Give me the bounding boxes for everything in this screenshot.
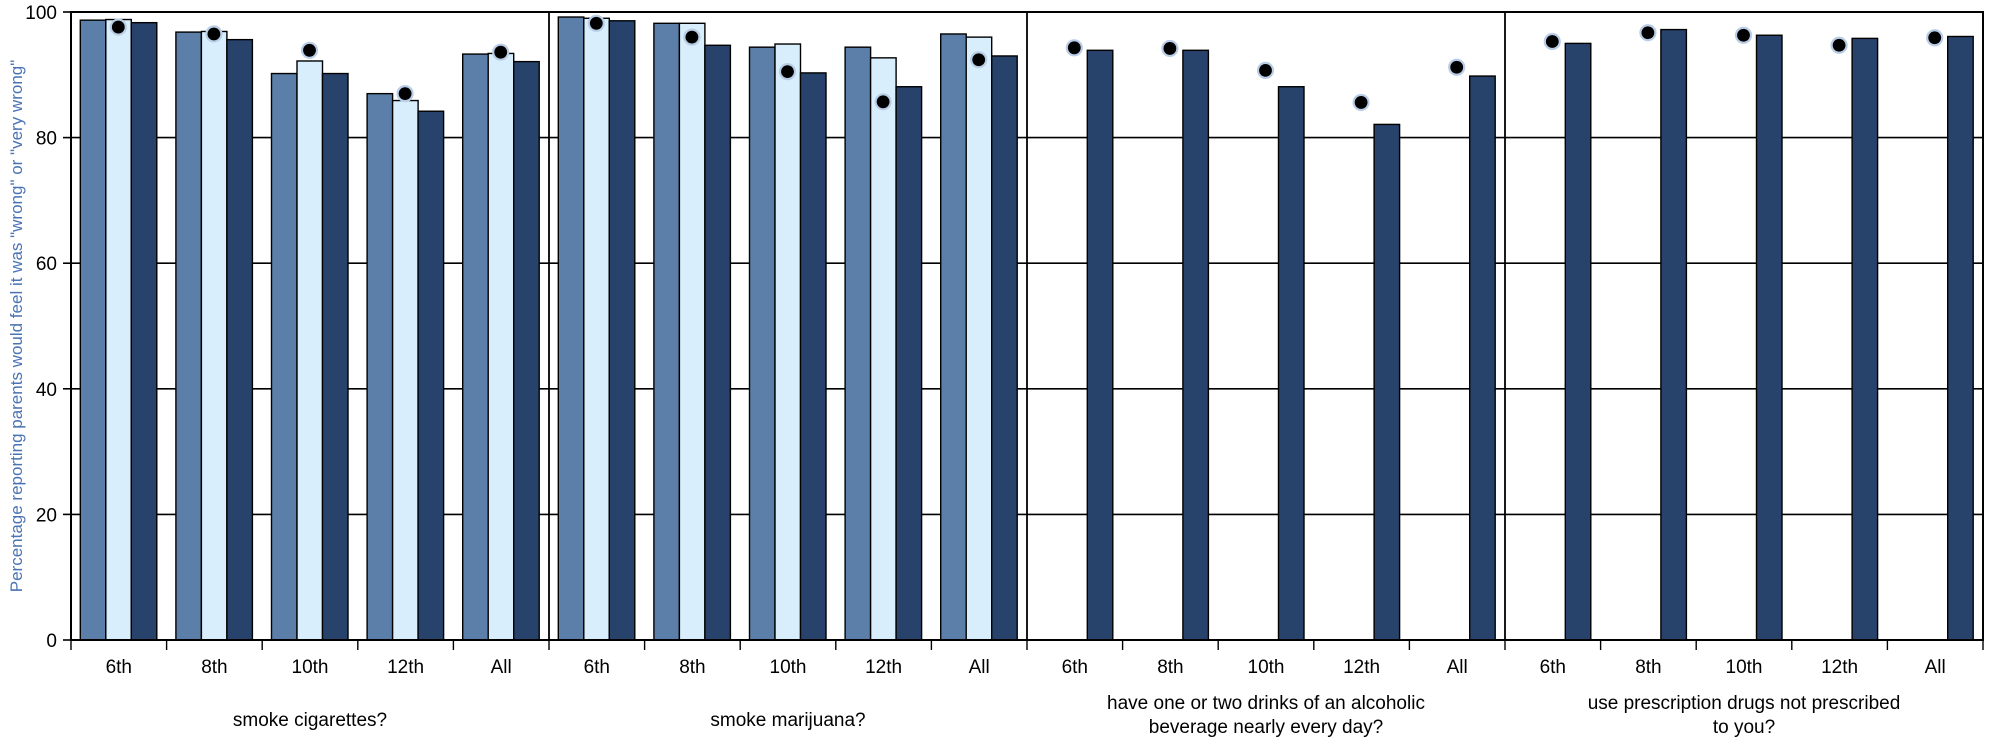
y-tick-label: 60 (36, 254, 57, 275)
bar-0-1-2 (226, 38, 254, 641)
bar-1-0-0 (557, 16, 585, 641)
bar-3-2-2 (1755, 34, 1783, 641)
marker-3-0 (1543, 32, 1561, 51)
bar-0-4-2 (513, 60, 540, 641)
bar-1-4-0 (940, 33, 967, 641)
bar-3-3-2 (1851, 37, 1879, 641)
marker-0-4 (492, 43, 510, 61)
bars (79, 16, 1974, 641)
bar-0-3-2 (417, 110, 445, 641)
category-label: to you? (1713, 717, 1775, 738)
x-tick-label: 6th (1540, 657, 1566, 678)
x-tick-label: 12th (387, 657, 424, 678)
y-tick-label: 40 (36, 380, 57, 401)
marker-2-2 (1256, 61, 1275, 80)
x-tick-label: All (1925, 657, 1946, 678)
x-tick-label: All (969, 657, 990, 678)
x-tick-label: 12th (1821, 657, 1858, 678)
category-label: have one or two drinks of an alcoholic (1107, 693, 1425, 714)
x-tick-label: All (1447, 657, 1468, 678)
x-tick-label: All (491, 657, 512, 678)
marker-2-0 (1065, 39, 1083, 57)
y-axis-label: Percentage reporting parents would feel … (7, 60, 26, 593)
x-tick-label: 6th (1062, 657, 1088, 678)
marker-1-1 (683, 28, 701, 46)
x-tick-label: 8th (201, 657, 227, 678)
bar-1-1-0 (653, 22, 681, 641)
marker-0-3 (396, 85, 414, 103)
category-label: smoke cigarettes? (233, 710, 387, 731)
x-tick-label: 8th (679, 657, 705, 678)
bar-3-0-2 (1564, 42, 1592, 641)
bar-0-4-1 (487, 52, 515, 641)
marker-2-4 (1448, 58, 1466, 76)
y-tick-label: 20 (36, 505, 57, 526)
y-tick-label: 0 (46, 631, 57, 652)
marker-2-3 (1352, 93, 1370, 112)
markers (109, 14, 1944, 112)
bar-2-3-2 (1373, 123, 1401, 641)
bar-0-4-0 (462, 53, 489, 641)
bar-1-2-1 (774, 43, 802, 641)
x-tick-label: 12th (865, 657, 902, 678)
bar-2-2-2 (1277, 86, 1305, 641)
bar-0-0-1 (105, 18, 133, 641)
bar-2-4-2 (1468, 75, 1496, 641)
x-tick-label: 6th (106, 657, 132, 678)
bar-1-3-1 (869, 57, 897, 641)
y-axis: 0 20 40 60 80 100 (25, 3, 71, 652)
bar-1-2-0 (748, 46, 776, 641)
marker-0-2 (300, 41, 319, 59)
bar-0-2-1 (296, 60, 324, 641)
marker-1-3 (874, 93, 892, 111)
bar-0-2-0 (270, 72, 298, 641)
marker-3-3 (1830, 36, 1848, 54)
marker-0-0 (109, 18, 127, 36)
marker-2-1 (1161, 39, 1179, 58)
x-axis: 6th 8th 10th 12th All smoke cigarettes? 6th 8th… (70, 640, 1984, 738)
category-label: smoke marijuana? (710, 710, 865, 731)
category-label: beverage nearly every day? (1149, 717, 1383, 738)
x-tick-label: 8th (1157, 657, 1183, 678)
y-tick-label: 100 (25, 3, 57, 24)
bar-3-1-2 (1660, 28, 1688, 641)
marker-3-1 (1639, 24, 1657, 42)
bar-0-1-0 (175, 31, 203, 641)
bar-1-3-2 (895, 86, 923, 641)
x-tick-label: 12th (1343, 657, 1380, 678)
x-tick-label: 10th (292, 657, 329, 678)
x-tick-label: 6th (584, 657, 610, 678)
bar-0-1-1 (200, 30, 228, 641)
x-tick-label: 10th (1248, 657, 1285, 678)
bar-1-3-0 (844, 46, 872, 641)
y-tick-label: 80 (36, 129, 57, 150)
marker-3-2 (1734, 26, 1753, 44)
bar-1-0-1 (583, 17, 610, 641)
category-label: use prescription drugs not prescribed (1588, 693, 1901, 714)
bar-0-0-2 (130, 21, 158, 641)
bar-3-4-2 (1946, 35, 1974, 641)
bar-1-1-1 (678, 22, 706, 641)
bar-1-4-2 (991, 55, 1018, 641)
bar-0-0-0 (79, 19, 107, 641)
bar-1-4-1 (965, 36, 993, 641)
marker-0-1 (205, 25, 223, 43)
bar-1-2-2 (799, 72, 827, 641)
x-tick-label: 10th (1726, 657, 1763, 678)
bar-1-1-2 (704, 44, 732, 641)
x-tick-label: 10th (770, 657, 807, 678)
marker-1-0 (587, 14, 605, 32)
bar-2-0-2 (1086, 49, 1114, 641)
plot-frame (70, 11, 1984, 641)
bar-2-1-2 (1182, 49, 1210, 641)
marker-3-4 (1926, 29, 1944, 47)
bar-0-3-1 (391, 99, 419, 641)
bar-0-3-0 (366, 92, 394, 641)
bar-1-0-2 (608, 20, 636, 641)
marker-1-4 (970, 51, 988, 69)
bar-0-2-2 (321, 72, 349, 641)
marker-1-2 (778, 63, 797, 81)
x-tick-label: 8th (1635, 657, 1661, 678)
